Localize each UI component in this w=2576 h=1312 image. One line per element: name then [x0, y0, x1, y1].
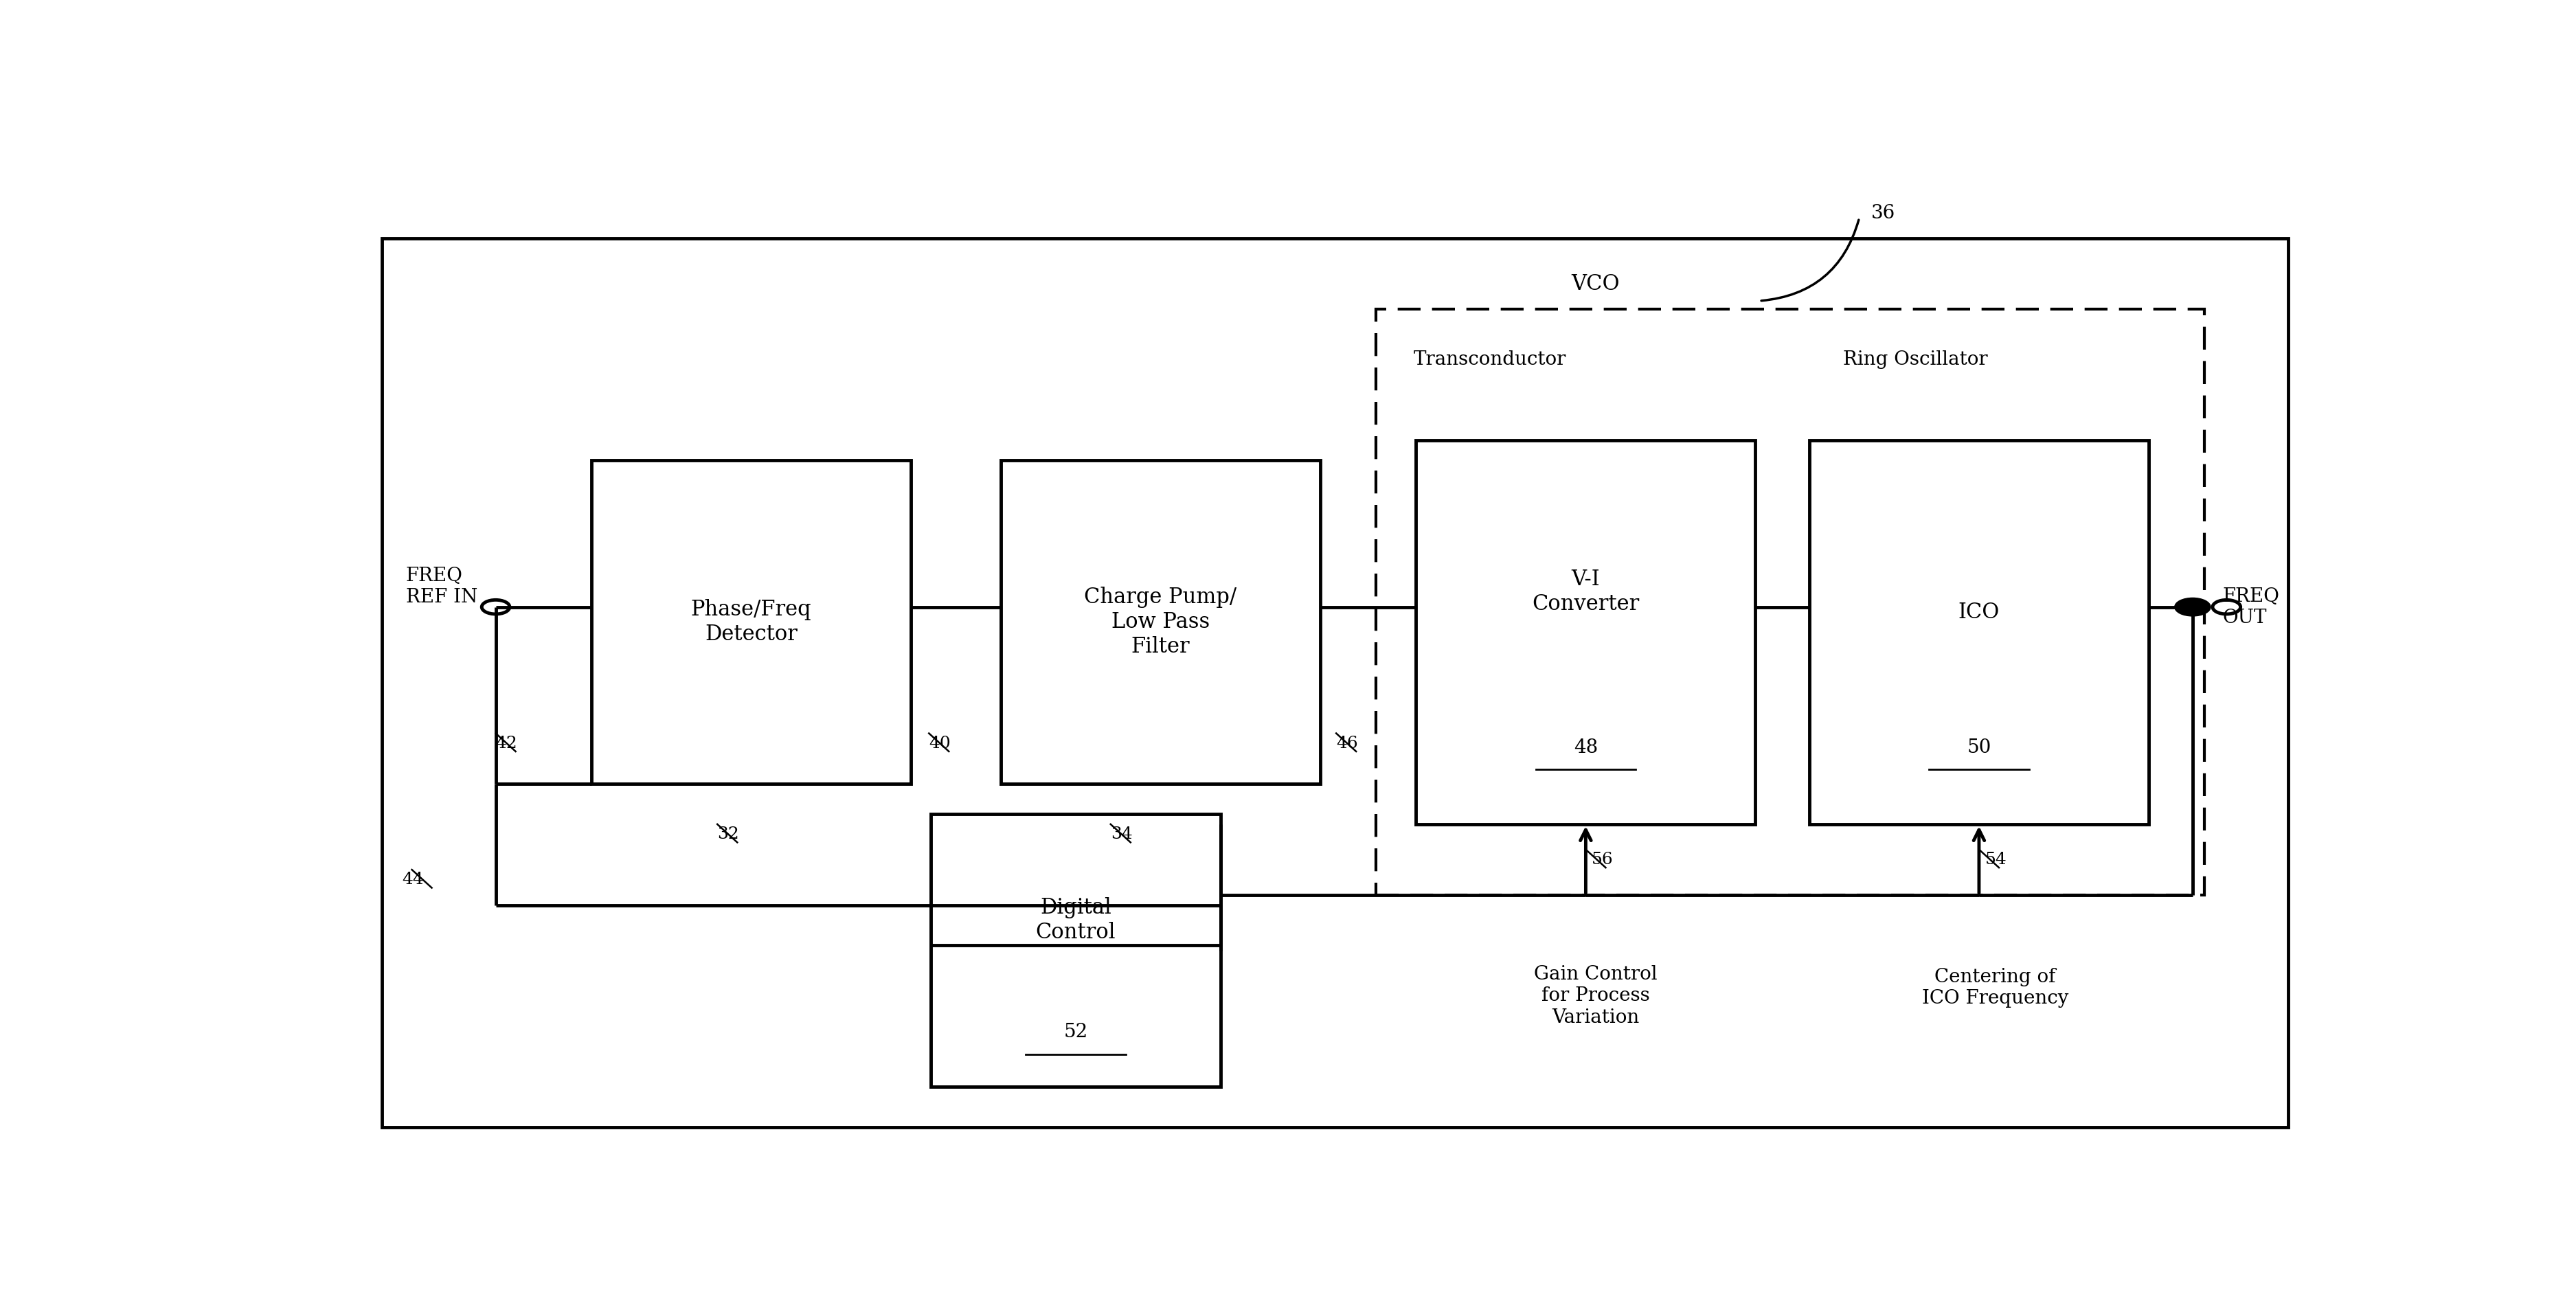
Text: 50: 50	[1968, 739, 1991, 757]
Bar	[930, 813, 1221, 1086]
Bar	[1376, 310, 2205, 895]
Text: 56: 56	[1592, 851, 1613, 867]
Text: ICO: ICO	[1958, 601, 1999, 623]
Text: VCO: VCO	[1571, 273, 1620, 294]
Text: 44: 44	[402, 872, 422, 888]
Text: Phase/Freq
Detector: Phase/Freq Detector	[690, 600, 811, 646]
Text: FREQ
OUT: FREQ OUT	[2223, 586, 2280, 627]
Text: Transconductor: Transconductor	[1414, 350, 1566, 369]
Text: 34: 34	[1110, 827, 1133, 842]
Text: Gain Control
for Process
Variation: Gain Control for Process Variation	[1535, 966, 1656, 1027]
Bar	[999, 461, 1321, 783]
Text: 52: 52	[1064, 1023, 1087, 1042]
Text: Digital
Control: Digital Control	[1036, 897, 1115, 943]
Text: 40: 40	[930, 736, 951, 752]
Text: 54: 54	[1986, 851, 2007, 867]
Text: Charge Pump/
Low Pass
Filter: Charge Pump/ Low Pass Filter	[1084, 586, 1236, 657]
Bar	[1808, 441, 2148, 824]
Text: 46: 46	[1337, 736, 1358, 752]
Text: Ring Oscillator: Ring Oscillator	[1842, 350, 1989, 369]
Bar	[592, 461, 912, 783]
Circle shape	[2174, 598, 2210, 617]
Text: V-I
Converter: V-I Converter	[1533, 569, 1638, 615]
Text: 42: 42	[495, 736, 518, 752]
Text: 36: 36	[1870, 203, 1896, 222]
Bar	[381, 239, 2287, 1127]
Bar	[1417, 441, 1754, 824]
Text: 32: 32	[716, 827, 739, 842]
Text: FREQ
REF IN: FREQ REF IN	[407, 567, 477, 606]
Text: Centering of
ICO Frequency: Centering of ICO Frequency	[1922, 968, 2069, 1008]
Text: 48: 48	[1574, 739, 1597, 757]
